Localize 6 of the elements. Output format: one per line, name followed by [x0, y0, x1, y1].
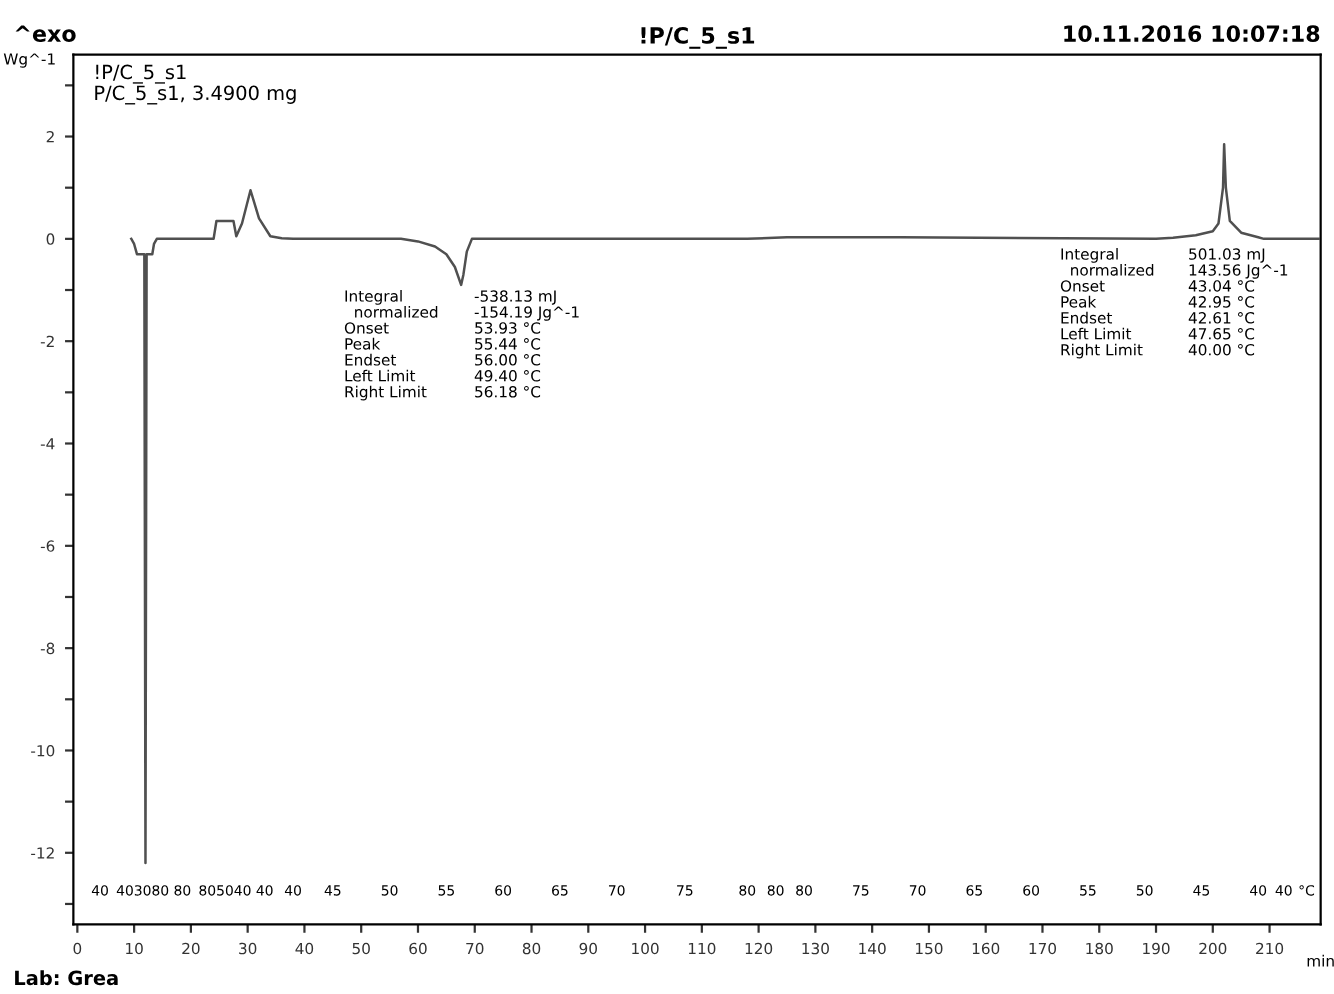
annotation: !P/C_5_s1 P/C_5_s1, 3.4900 mg — [95, 64, 296, 105]
text: 10.11.2016 10:07:18 — [1064, 25, 1320, 43]
chart-title: !P/C_5_s1 — [641, 27, 755, 49]
text: Lab: Grea — [15, 970, 118, 986]
line-series — [130, 142, 1320, 865]
text: ^exo — [15, 25, 76, 43]
